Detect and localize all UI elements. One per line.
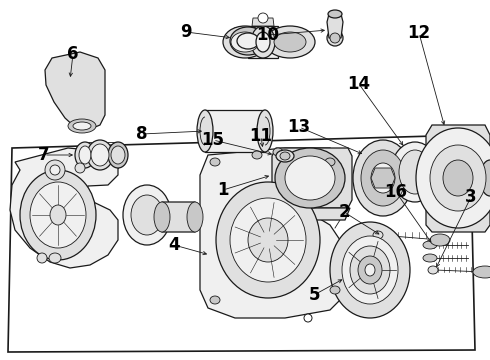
Polygon shape (426, 125, 490, 232)
Ellipse shape (365, 264, 375, 276)
Ellipse shape (210, 158, 220, 166)
Text: 12: 12 (408, 24, 431, 42)
Polygon shape (276, 208, 350, 220)
Ellipse shape (91, 144, 109, 166)
Ellipse shape (304, 314, 312, 322)
Text: 11: 11 (249, 127, 272, 145)
Ellipse shape (252, 151, 262, 159)
Ellipse shape (210, 296, 220, 304)
Ellipse shape (111, 146, 125, 164)
Ellipse shape (49, 253, 61, 263)
Ellipse shape (223, 26, 267, 58)
Text: 4: 4 (168, 236, 180, 254)
Text: 1: 1 (217, 181, 229, 199)
Ellipse shape (443, 160, 473, 196)
Text: 7: 7 (38, 146, 50, 164)
Polygon shape (158, 202, 200, 232)
Ellipse shape (237, 33, 259, 49)
Text: 16: 16 (385, 183, 408, 201)
Polygon shape (10, 148, 118, 268)
Ellipse shape (428, 266, 438, 274)
Ellipse shape (197, 110, 213, 152)
Polygon shape (200, 148, 340, 318)
Ellipse shape (256, 32, 270, 52)
Bar (205, 110, 265, 152)
Ellipse shape (342, 236, 398, 304)
Polygon shape (485, 162, 490, 195)
Ellipse shape (430, 145, 486, 211)
Polygon shape (248, 26, 278, 58)
Ellipse shape (87, 140, 113, 170)
Ellipse shape (480, 160, 490, 196)
Polygon shape (371, 168, 395, 188)
Ellipse shape (75, 163, 85, 173)
Ellipse shape (79, 146, 91, 164)
Ellipse shape (350, 246, 390, 294)
Text: 2: 2 (338, 203, 350, 221)
Ellipse shape (473, 266, 490, 278)
Polygon shape (252, 18, 274, 26)
Ellipse shape (187, 202, 203, 232)
Ellipse shape (327, 30, 343, 46)
Ellipse shape (285, 156, 335, 200)
Ellipse shape (361, 150, 405, 206)
Ellipse shape (248, 218, 288, 262)
Text: 3: 3 (465, 188, 477, 206)
Ellipse shape (325, 158, 335, 166)
Ellipse shape (75, 142, 95, 168)
Text: 5: 5 (308, 286, 320, 304)
Polygon shape (228, 28, 268, 54)
Text: 8: 8 (136, 125, 148, 143)
Ellipse shape (353, 140, 413, 216)
Ellipse shape (373, 231, 383, 239)
Text: 6: 6 (67, 45, 79, 63)
Ellipse shape (399, 150, 431, 194)
Ellipse shape (276, 150, 294, 162)
Text: 10: 10 (256, 26, 279, 44)
Ellipse shape (108, 142, 128, 168)
Ellipse shape (430, 234, 450, 246)
Text: 13: 13 (288, 118, 311, 136)
Ellipse shape (416, 128, 490, 228)
Ellipse shape (50, 165, 60, 175)
Ellipse shape (251, 26, 275, 58)
Ellipse shape (258, 13, 268, 23)
Polygon shape (45, 52, 105, 130)
Ellipse shape (231, 32, 259, 52)
Text: 14: 14 (347, 75, 370, 93)
Ellipse shape (50, 205, 66, 225)
Ellipse shape (45, 160, 65, 180)
Ellipse shape (257, 110, 273, 152)
Ellipse shape (265, 26, 315, 58)
Ellipse shape (391, 142, 439, 202)
Ellipse shape (123, 185, 171, 245)
Ellipse shape (37, 253, 47, 263)
Ellipse shape (230, 198, 306, 282)
Ellipse shape (358, 256, 382, 284)
Polygon shape (272, 148, 352, 208)
Ellipse shape (68, 119, 96, 133)
Ellipse shape (371, 163, 395, 193)
Ellipse shape (280, 152, 290, 160)
Ellipse shape (273, 148, 283, 156)
Ellipse shape (275, 148, 345, 208)
Ellipse shape (423, 254, 437, 262)
Ellipse shape (274, 32, 306, 52)
Ellipse shape (230, 27, 266, 55)
Ellipse shape (330, 286, 340, 294)
Ellipse shape (154, 202, 170, 232)
Text: 15: 15 (201, 131, 224, 149)
Ellipse shape (330, 222, 410, 318)
Ellipse shape (73, 122, 91, 130)
Ellipse shape (30, 182, 86, 248)
Ellipse shape (131, 195, 163, 235)
Text: 9: 9 (180, 23, 192, 41)
Ellipse shape (216, 182, 320, 298)
Polygon shape (327, 14, 343, 38)
Ellipse shape (328, 10, 342, 18)
Ellipse shape (423, 241, 437, 249)
Ellipse shape (330, 33, 340, 43)
Ellipse shape (20, 170, 96, 260)
